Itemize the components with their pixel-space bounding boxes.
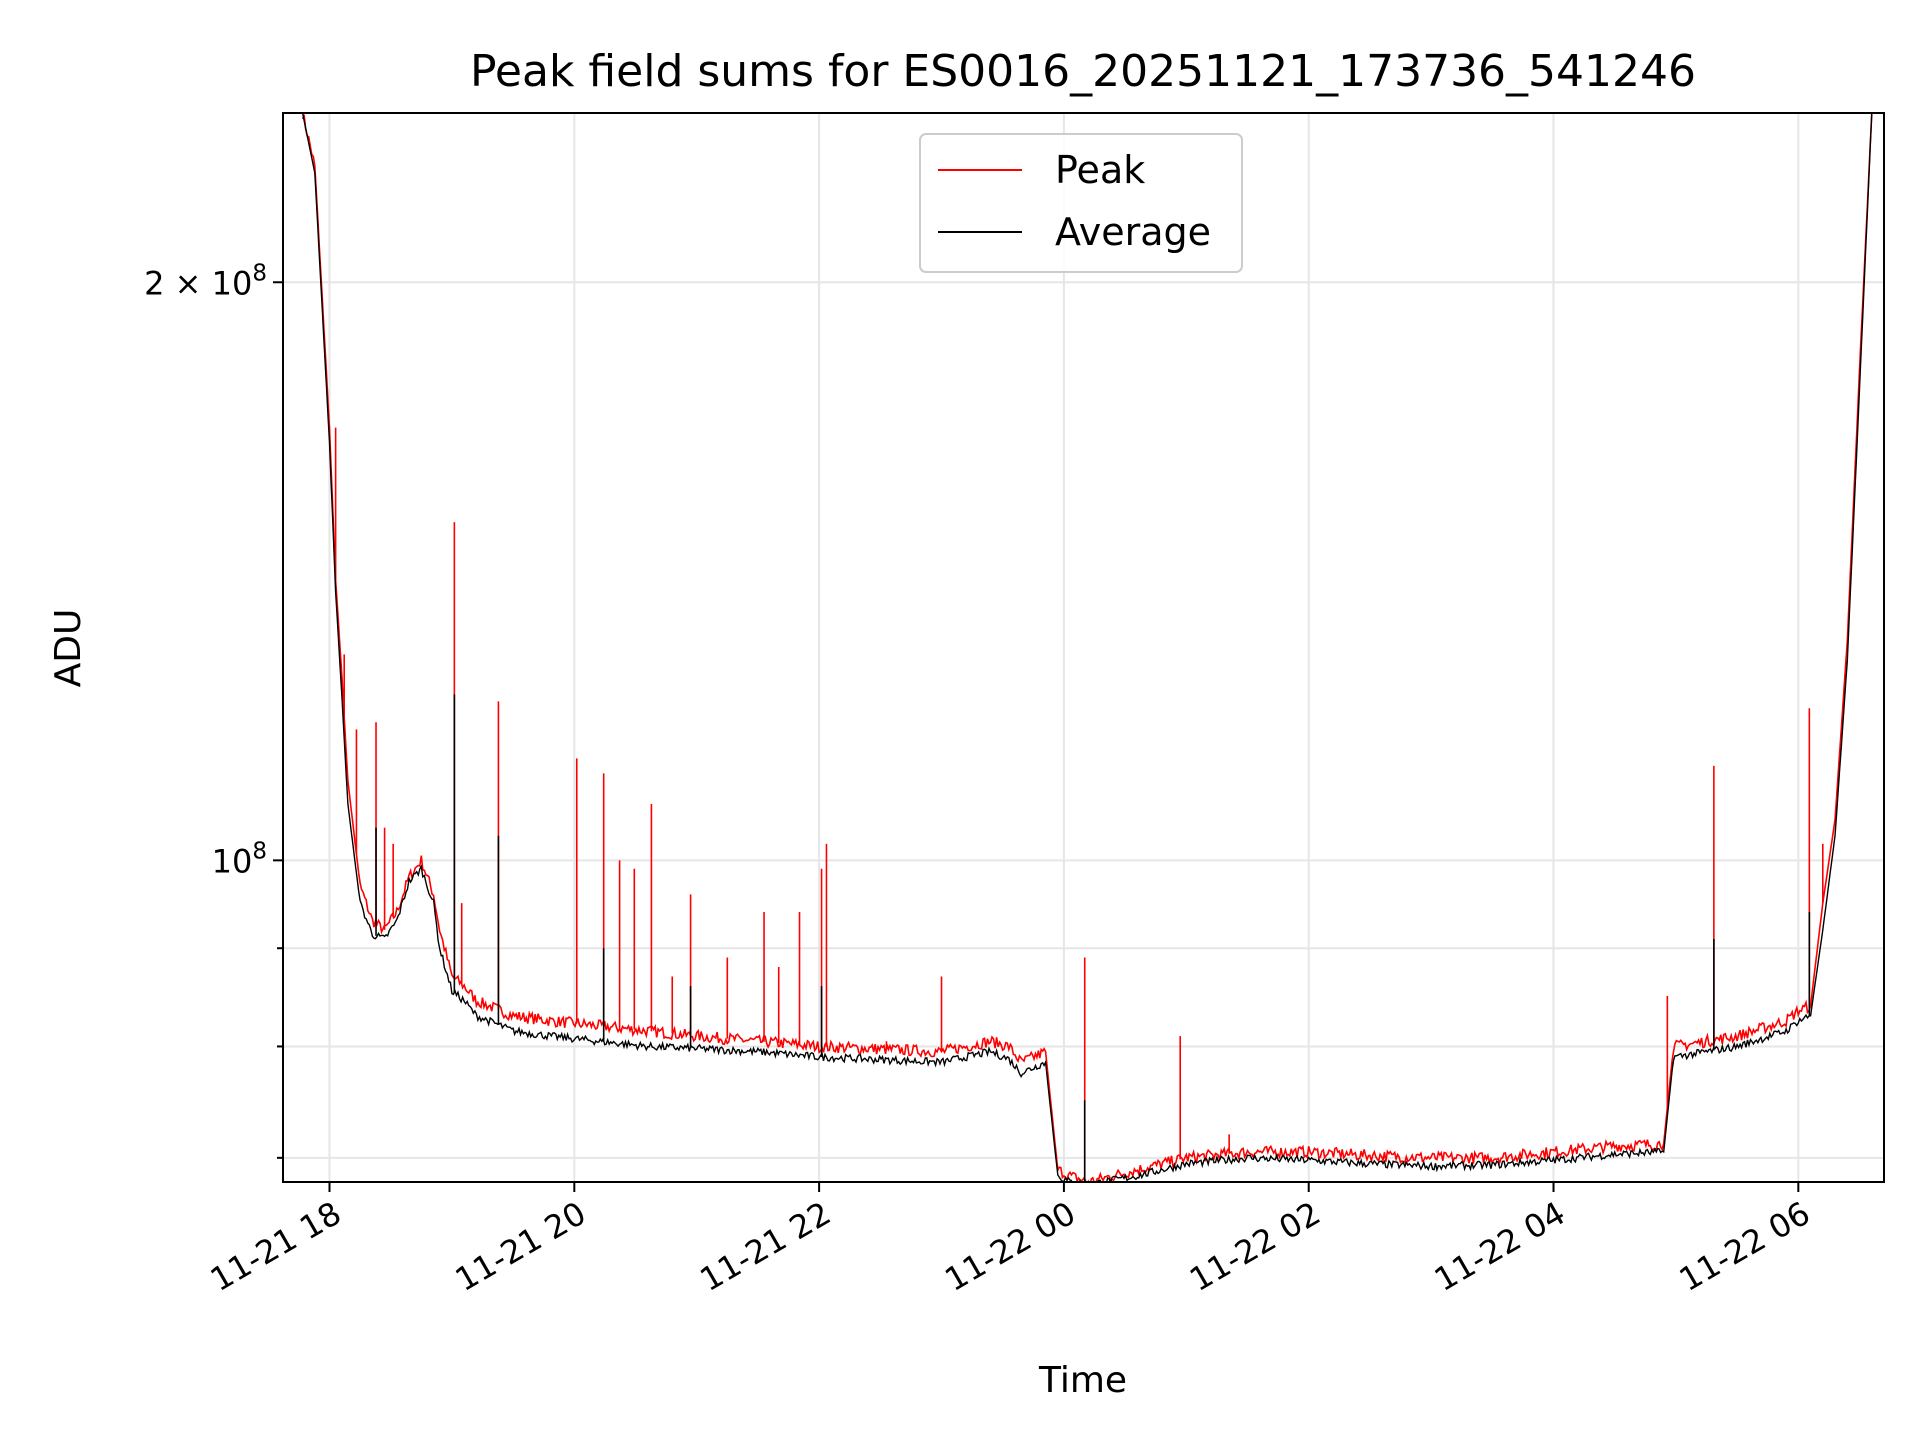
x-tick-label: 11-22 00 xyxy=(938,1194,1082,1299)
series-line-average xyxy=(301,113,1873,1182)
x-tick-label: 11-22 04 xyxy=(1428,1194,1572,1299)
chart-title: Peak field sums for ES0016_20251121_1737… xyxy=(470,46,1696,97)
x-tick-label: 11-22 06 xyxy=(1673,1194,1817,1299)
axes-frame xyxy=(282,112,1885,1183)
legend-average-label: Average xyxy=(1055,210,1211,254)
y-tick-label-base: 2 × 10 xyxy=(144,264,252,302)
x-tick-label: 11-21 20 xyxy=(449,1194,593,1299)
y-tick-label-exp: 8 xyxy=(252,260,267,286)
y-tick-label-base: 10 xyxy=(212,842,253,880)
grid-layer xyxy=(283,113,1884,1182)
legend-peak-label: Peak xyxy=(1055,148,1145,192)
y-tick-label-exp: 8 xyxy=(252,838,267,864)
legend-box xyxy=(919,133,1243,273)
x-axis-label: Time xyxy=(1038,1360,1127,1401)
x-tick-label: 11-22 02 xyxy=(1183,1194,1327,1299)
data-layer xyxy=(301,113,1873,1182)
y-tick-label: 2 × 108 xyxy=(144,260,267,302)
y-axis-label: ADU xyxy=(48,609,89,688)
x-axis-ticks: 11-21 18 11-21 20 11-21 22 11-22 00 11-22 02… xyxy=(204,1182,1816,1299)
series-line-peak xyxy=(301,113,1873,1182)
y-tick-label: 108 xyxy=(212,838,267,880)
x-tick-label: 11-21 18 xyxy=(204,1194,348,1299)
legend: Peak Average xyxy=(919,133,1243,273)
x-tick-label: 11-21 22 xyxy=(694,1194,838,1299)
